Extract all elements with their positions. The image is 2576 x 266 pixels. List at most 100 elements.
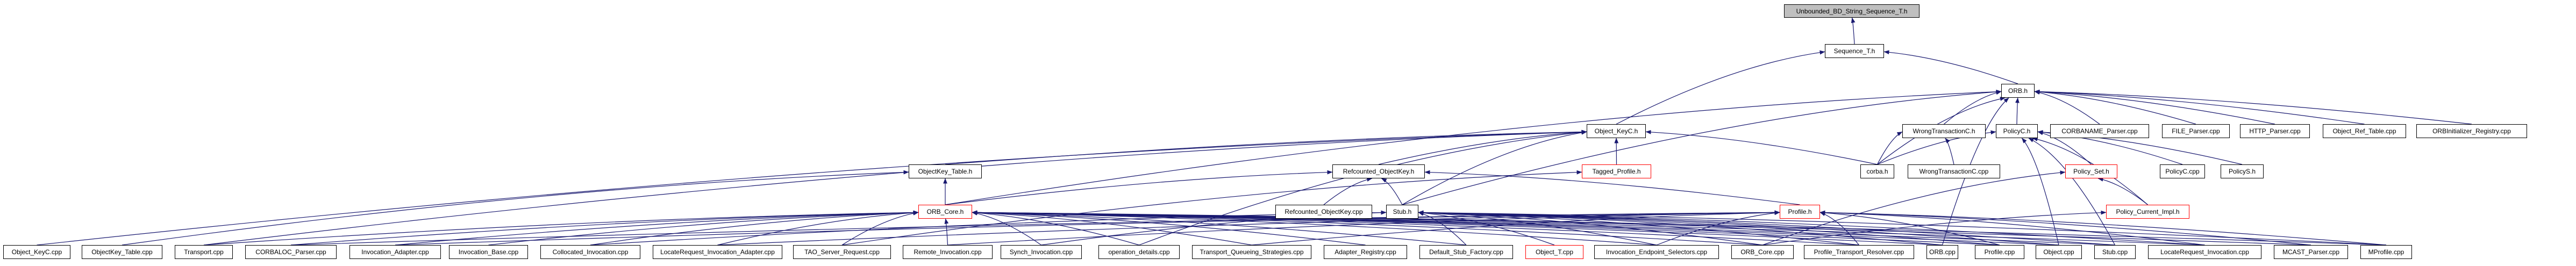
graph-edge	[37, 130, 1587, 246]
graph-edge	[395, 210, 1780, 246]
graph-edge	[1945, 138, 1954, 165]
graph-node-corbaloc-parser-cpp[interactable]: CORBALOC_Parser.cpp	[245, 245, 337, 259]
graph-node-object-t-cpp[interactable]: Object_T.cpp	[1525, 245, 1583, 259]
graph-node-policyc-h[interactable]: PolicyC.h	[1996, 124, 2038, 138]
graph-node-invocation-base-cpp[interactable]: Invocation_Base.cpp	[449, 245, 528, 259]
graph-node-profile-h[interactable]: Profile.h	[1780, 205, 1820, 219]
graph-edge	[488, 210, 919, 246]
graph-edge	[1251, 210, 1780, 246]
graph-node-adapter-registry-cpp[interactable]: Adapter_Registry.cpp	[1324, 245, 1407, 259]
graph-node-objectkey-table-cpp[interactable]: ObjectKey_Table.cpp	[82, 245, 162, 259]
graph-node-corbaname-parser-cpp[interactable]: CORBANAME_Parser.cpp	[2050, 124, 2149, 138]
graph-node-operation-details-cpp[interactable]: operation_details.cpp	[1098, 245, 1180, 259]
graph-edge	[2034, 90, 2196, 125]
graph-node-synch-invocation-cpp[interactable]: Synch_Invocation.cpp	[1001, 245, 1082, 259]
graph-edge	[841, 170, 1582, 246]
graph-edge	[2097, 177, 2148, 205]
graph-edge	[1418, 210, 1859, 246]
graph-edge	[2034, 89, 2472, 125]
graph-edge	[945, 89, 2002, 205]
graph-edge	[1942, 97, 2009, 246]
graph-edge	[1819, 211, 2000, 246]
graph-node-refcounted-objectkey-cpp[interactable]: Refcounted_ObjectKey.cpp	[1275, 205, 1372, 219]
graph-node-object-keyc-cpp[interactable]: Object_KeyC.cpp	[3, 245, 70, 259]
edges-group	[37, 17, 2472, 246]
graph-edge	[1323, 177, 1373, 205]
graph-node-corba-h[interactable]: corba.h	[1860, 164, 1894, 178]
graph-edge	[1424, 170, 1800, 205]
graph-node-tao-server-request-cpp[interactable]: TAO_Server_Request.cpp	[793, 245, 891, 259]
graph-edge	[2034, 90, 2100, 125]
graph-node-locaterequest-invocation-cpp[interactable]: LocateRequest_Invocation.cpp	[2148, 245, 2261, 259]
graph-node-orb-core-h[interactable]: ORB_Core.h	[918, 205, 972, 219]
graph-edge	[1944, 90, 2002, 125]
graph-edge	[1877, 97, 2006, 165]
graph-edge	[1418, 210, 1763, 246]
graph-edge	[1645, 130, 1878, 165]
graph-edge	[972, 210, 2387, 246]
graph-node-collocated-invocation-cpp[interactable]: Collocated_Invocation.cpp	[540, 245, 640, 259]
graph-edge	[1819, 210, 2387, 246]
graph-edge	[122, 170, 909, 246]
graph-node-sequence-t-h[interactable]: Sequence_T.h	[1825, 44, 1884, 58]
graph-node-http-parser-cpp[interactable]: HTTP_Parser.cpp	[2240, 124, 2310, 138]
graph-node-policys-h[interactable]: PolicyS.h	[2221, 164, 2264, 178]
graph-node-profile-transport-resolver-cpp[interactable]: Profile_Transport_Resolver.cpp	[1804, 245, 1914, 259]
graph-edge	[1819, 210, 2311, 246]
graph-node-profile-cpp[interactable]: Profile.cpp	[1975, 245, 2024, 259]
graph-edge	[590, 210, 919, 246]
graph-edge	[944, 218, 949, 246]
graph-node-invocation-endpoint-selectors-cpp[interactable]: Invocation_Endpoint_Selectors.cpp	[1594, 245, 1719, 259]
graph-node-refcounted-objectkey-h[interactable]: Refcounted_ObjectKey.h	[1332, 164, 1425, 178]
graph-edge	[972, 210, 1252, 246]
graph-edge	[947, 210, 1780, 246]
graph-edge	[1762, 210, 2107, 246]
graph-edge	[972, 210, 1657, 246]
graph-node-file-parser-cpp[interactable]: FILE_Parser.cpp	[2162, 124, 2230, 138]
graph-edge	[972, 210, 1366, 246]
graph-node-object-cpp[interactable]: Object.cpp	[2036, 245, 2082, 259]
graph-node-wrongtransactionc-h[interactable]: WrongTransactionC.h	[1902, 124, 1986, 138]
graph-edge	[1851, 17, 1856, 45]
graph-node-invocation-adapter-cpp[interactable]: Invocation_Adapter.cpp	[349, 245, 441, 259]
graph-node-orb-h[interactable]: ORB.h	[2001, 84, 2035, 98]
graph-node-locaterequest-invocation-adapter-cpp[interactable]: LocateRequest_Invocation_Adapter.cpp	[653, 245, 782, 259]
graph-node-policyc-cpp[interactable]: PolicyC.cpp	[2160, 164, 2205, 178]
graph-node-tagged-profile-h[interactable]: Tagged_Profile.h	[1582, 164, 1651, 178]
graph-node-objectkey-table-h[interactable]: ObjectKey_Table.h	[909, 164, 982, 178]
graph-edge	[395, 210, 919, 246]
graph-edge	[2021, 138, 2059, 246]
graph-node-mprofile-cpp[interactable]: MProfile.cpp	[2360, 245, 2412, 259]
graph-node-object-keyc-h[interactable]: Object_KeyC.h	[1587, 124, 1646, 138]
graph-edge	[1616, 50, 1825, 125]
graph-edge	[2034, 89, 2275, 125]
graph-node-policy-set-h[interactable]: Policy_Set.h	[2065, 164, 2117, 178]
graph-edge	[717, 211, 919, 246]
graph-node-transport-queueing-strategies-cpp[interactable]: Transport_Queueing_Strategies.cpp	[1192, 245, 1311, 259]
graph-edge	[972, 211, 1139, 246]
graph-node-orb-cpp[interactable]: ORB.cpp	[1926, 245, 1958, 259]
graph-node-stub-cpp[interactable]: Stub.cpp	[2094, 245, 2136, 259]
graph-node-wrongtransactionc-cpp[interactable]: WrongTransactionC.cpp	[1908, 164, 2000, 178]
graph-edge	[1402, 130, 1587, 205]
graph-node-stub-h[interactable]: Stub.h	[1386, 205, 1418, 219]
graph-node-default-stub-factory-cpp[interactable]: Default_Stub_Factory.cpp	[1419, 245, 1513, 259]
graph-node-transport-cpp[interactable]: Transport.cpp	[175, 245, 233, 259]
graph-edge	[972, 210, 1467, 246]
graph-node-object-ref-table-cpp[interactable]: Object_Ref_Table.cpp	[2323, 124, 2406, 138]
graph-edge	[290, 210, 919, 246]
graph-node-orbinitializer-registry-cpp[interactable]: ORBInitializer_Registry.cpp	[2416, 124, 2527, 138]
graph-edge	[2032, 137, 2148, 205]
graph-edge	[203, 130, 1587, 246]
graph-node-unbounded-bd-string-sequence-t-h: Unbounded_BD_String_Sequence_T.h	[1784, 4, 1919, 18]
graph-edge	[1381, 178, 1403, 205]
graph-node-policy-current-impl-h[interactable]: Policy_Current_Impl.h	[2106, 205, 2189, 219]
graph-edge	[203, 210, 919, 246]
graph-edge	[2015, 97, 2020, 125]
graph-edge	[1656, 211, 1780, 246]
graph-node-mcast-parser-cpp[interactable]: MCAST_Parser.cpp	[2274, 245, 2348, 259]
graph-node-remote-invocation-cpp[interactable]: Remote_Invocation.cpp	[903, 245, 993, 259]
graph-node-orb-core-cpp[interactable]: ORB_Core.cpp	[1731, 245, 1794, 259]
graph-edge	[1819, 210, 2205, 246]
